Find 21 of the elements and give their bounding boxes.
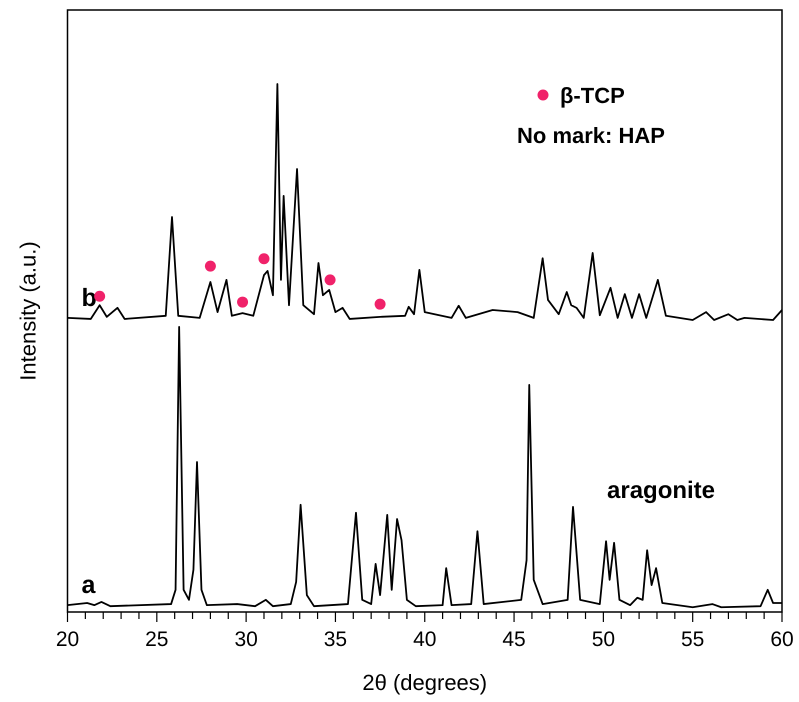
x-tick-label: 30 [234, 628, 258, 651]
point [258, 253, 270, 264]
series-label: a [82, 571, 96, 600]
annotation: aragonite [607, 477, 716, 504]
x-tick-label: 60 [770, 628, 794, 651]
annotation: No mark: HAP [517, 123, 665, 148]
point [324, 274, 336, 286]
x-tick-label: 25 [145, 628, 168, 651]
y-axis-title: Intensity (a.u.) [16, 241, 40, 381]
x-axis-title: 2θ (degrees) [362, 670, 488, 695]
x-tick-label: 35 [324, 628, 348, 651]
point [204, 260, 216, 272]
x-tick-label: 20 [56, 628, 80, 651]
x-tick-label: 40 [413, 628, 436, 651]
point [237, 296, 248, 308]
x-tick-label: 45 [502, 628, 526, 651]
legend-label: β-TCP [560, 83, 625, 108]
point [374, 298, 386, 310]
x-tick-label: 50 [592, 628, 616, 651]
series-label: b [82, 284, 97, 312]
x-tick-label: 55 [681, 628, 704, 651]
